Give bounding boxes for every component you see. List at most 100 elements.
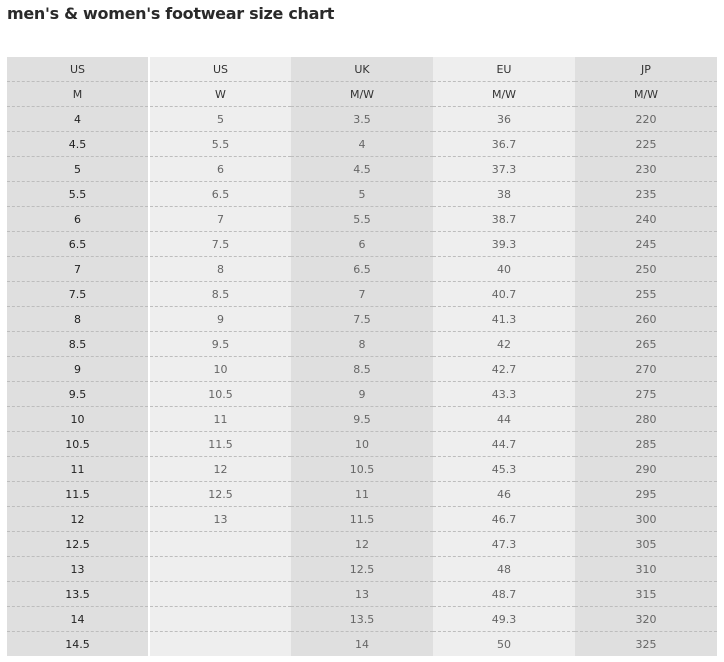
table-cell: 47.3: [433, 531, 575, 557]
table-cell: 45.3: [433, 456, 575, 482]
table-cell: 8.5: [7, 331, 149, 357]
table-cell: 10.5: [7, 431, 149, 457]
table-cell: 9: [7, 356, 149, 382]
table-cell: [148, 556, 291, 582]
table-row: 6 7 5.5 38.7 240: [7, 206, 717, 232]
table-cell: [148, 606, 291, 632]
table-cell: 9: [291, 381, 433, 407]
table-cell: 5: [291, 181, 433, 207]
table-cell: 235: [575, 181, 717, 207]
table-cell: 5.5: [7, 181, 149, 207]
table-cell: 46: [433, 481, 575, 507]
table-row: 6.5 7.5 6 39.3 245: [7, 231, 717, 257]
table-cell: 6.5: [7, 231, 149, 257]
header-row: US US UK EU JP: [7, 57, 717, 82]
table-cell: 37.3: [433, 156, 575, 182]
table-cell: 12: [7, 506, 149, 532]
header-row: M W M/W M/W M/W: [7, 81, 717, 107]
table-cell: 44.7: [433, 431, 575, 457]
table-cell: 8.5: [148, 281, 291, 307]
table-cell: 7.5: [7, 281, 149, 307]
table-cell: 240: [575, 206, 717, 232]
column-header: JP: [575, 57, 717, 82]
table-cell: 14.5: [65, 637, 90, 651]
table-cell: 13.5: [291, 606, 433, 632]
table-cell: 265: [575, 331, 717, 357]
table-row: 5 6 4.5 37.3 230: [7, 156, 717, 182]
table-cell: 50: [497, 637, 511, 651]
table-cell: 285: [575, 431, 717, 457]
table-cell: 9.5: [148, 331, 291, 357]
table-cell: 11.5: [291, 506, 433, 532]
table-cell: 38: [433, 181, 575, 207]
table-row: 5.5 6.5 5 38 235: [7, 181, 717, 207]
table-cell: 4: [7, 106, 149, 132]
table-cell: 9.5: [291, 406, 433, 432]
table-cell: 13: [291, 581, 433, 607]
table-cell: 7.5: [148, 231, 291, 257]
column-header: W: [148, 81, 291, 107]
table-cell: [148, 531, 291, 557]
table-cell: 13: [148, 506, 291, 532]
table-cell: 325: [635, 637, 657, 651]
table-cell: 320: [575, 606, 717, 632]
table-cell: 6.5: [291, 256, 433, 282]
table-cell: 11: [291, 481, 433, 507]
table-cell: 305: [575, 531, 717, 557]
column-header: M/W: [433, 81, 575, 107]
table-cell: 6: [148, 156, 291, 182]
table-cell: 42: [433, 331, 575, 357]
table-cell: 10: [7, 406, 149, 432]
table-row: 7 8 6.5 40 250: [7, 256, 717, 282]
table-cell: 5.5: [291, 206, 433, 232]
column-header: EU: [433, 57, 575, 82]
table-row: 12.5 12 47.3 305: [7, 531, 717, 557]
table-row: 9 10 8.5 42.7 270: [7, 356, 717, 382]
table-row: 13 12.5 48 310: [7, 556, 717, 582]
table-cell: 6: [7, 206, 149, 232]
table-cell: 5.5: [148, 131, 291, 157]
column-header: UK: [291, 57, 433, 82]
column-header: US: [148, 57, 291, 82]
table-cell: 290: [575, 456, 717, 482]
page-title: men's & women's footwear size chart: [7, 4, 335, 23]
table-row: 11.5 12.5 11 46 295: [7, 481, 717, 507]
table-cell: 6.5: [148, 181, 291, 207]
table-cell: [148, 581, 291, 607]
table-cell: 7: [291, 281, 433, 307]
table-cell: 10.5: [148, 381, 291, 407]
table-cell: 12.5: [7, 531, 149, 557]
table-cell: 255: [575, 281, 717, 307]
table-cell: 10: [148, 356, 291, 382]
table-cell: 40: [433, 256, 575, 282]
table-cell: 8: [291, 331, 433, 357]
table-cell: 7: [148, 206, 291, 232]
table-cell: 44: [433, 406, 575, 432]
table-cell: 275: [575, 381, 717, 407]
table-cell: 7: [7, 256, 149, 282]
table-cell: 280: [575, 406, 717, 432]
table-cell: 270: [575, 356, 717, 382]
table-cell: 3.5: [291, 106, 433, 132]
table-row: 7.5 8.5 7 40.7 255: [7, 281, 717, 307]
table-cell: 39.3: [433, 231, 575, 257]
table-cell: 4.5: [291, 156, 433, 182]
table-cell: 14: [355, 637, 369, 651]
table-cell: 11.5: [148, 431, 291, 457]
table-cell: 36: [433, 106, 575, 132]
table-cell: [148, 631, 291, 656]
table-row: 11 12 10.5 45.3 290: [7, 456, 717, 482]
table-cell: 13: [7, 556, 149, 582]
table-cell: 260: [575, 306, 717, 332]
table-cell: 8.5: [291, 356, 433, 382]
table-cell: 225: [575, 131, 717, 157]
table-row: 14.5 14 50 325: [7, 631, 717, 656]
table-cell: 12.5: [291, 556, 433, 582]
table-cell: 8: [7, 306, 149, 332]
table-cell: 5: [148, 106, 291, 132]
column-header: M/W: [575, 81, 717, 107]
table-cell: 13.5: [7, 581, 149, 607]
table-row: 9.5 10.5 9 43.3 275: [7, 381, 717, 407]
table-row: 4.5 5.5 4 36.7 225: [7, 131, 717, 157]
table-cell: 12.5: [148, 481, 291, 507]
